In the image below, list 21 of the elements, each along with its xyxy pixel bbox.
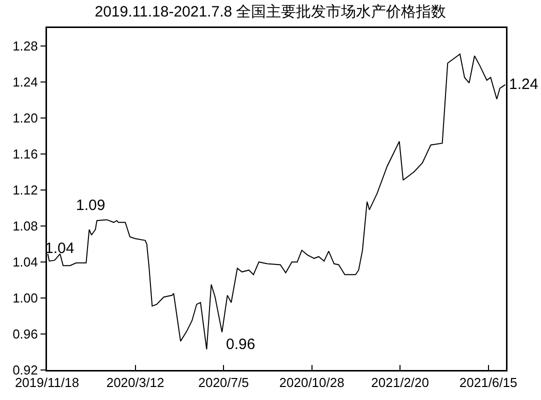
y-tick-label: 1.08 xyxy=(12,218,38,234)
x-tick-label: 2021/6/15 xyxy=(459,375,518,390)
x-tick-label: 2020/7/5 xyxy=(198,375,249,390)
x-tick-label: 2020/10/28 xyxy=(279,375,344,390)
y-tick-label: 0.92 xyxy=(12,362,38,378)
y-tick-label: 1.00 xyxy=(12,290,38,306)
y-tick-label: 1.16 xyxy=(12,146,38,162)
annotation: 0.96 xyxy=(226,336,256,353)
y-tick-label: 1.20 xyxy=(12,110,38,126)
x-tick-label: 2020/3/12 xyxy=(106,375,164,390)
y-tick-label: 1.04 xyxy=(12,254,38,270)
y-tick-label: 0.96 xyxy=(12,326,38,342)
x-tick-label: 2021/2/20 xyxy=(371,375,429,390)
chart-title: 2019.11.18-2021.7.8 全国主要批发市场水产价格指数 xyxy=(94,4,446,20)
annotation: 1.24 xyxy=(509,76,538,93)
y-tick-label: 1.12 xyxy=(12,182,38,198)
annotation: 1.09 xyxy=(76,197,106,214)
y-tick-label: 1.28 xyxy=(12,38,38,54)
y-tick-label: 1.24 xyxy=(12,74,38,90)
annotation: 1.04 xyxy=(45,240,74,257)
x-tick-label: 2019/11/18 xyxy=(14,375,80,390)
